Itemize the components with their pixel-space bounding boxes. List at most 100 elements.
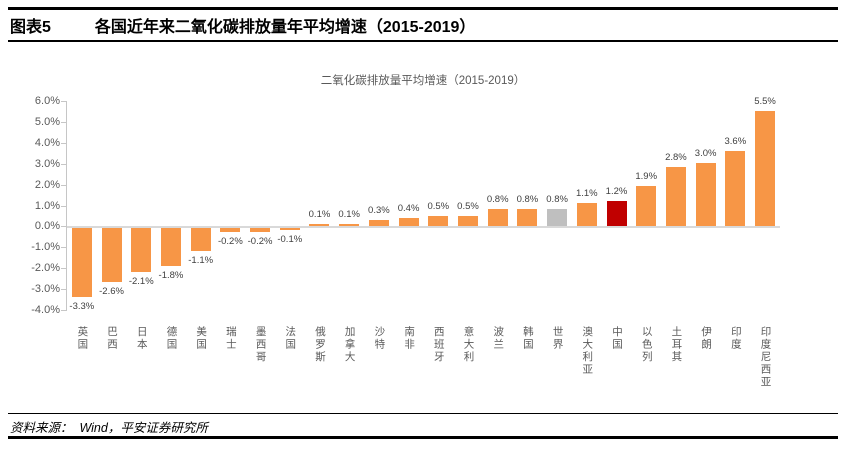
bar-加拿大 (339, 223, 360, 226)
country-name: 英国 (76, 326, 89, 351)
bar-value-label: 0.8% (486, 194, 509, 206)
bar-group: 0.5% (453, 101, 483, 310)
bar-group: 0.4% (394, 101, 424, 310)
y-axis-line (66, 101, 67, 311)
header-top-rule (8, 7, 838, 10)
bar-group: 0.1% (305, 101, 335, 310)
bar-value-label: 0.5% (427, 200, 450, 212)
country-name: 法国 (284, 326, 297, 351)
x-axis-label: 俄罗斯 (305, 326, 335, 389)
bar-土耳其 (665, 167, 686, 226)
bar-value-label: 0.3% (368, 204, 390, 216)
country-name: 澳大利亚 (581, 326, 594, 376)
y-tick-label: 3.0% (34, 157, 60, 170)
country-name: 西班牙 (432, 326, 445, 364)
bar-法国 (279, 228, 300, 231)
bar-group: -2.1% (126, 101, 156, 310)
y-tick-label: 6.0% (34, 95, 60, 107)
bar-value-label: 1.1% (575, 188, 598, 200)
x-axis-label: 西班牙 (423, 326, 453, 389)
bar-group: 5.5% (750, 97, 780, 310)
bar-group: -2.6% (97, 101, 127, 310)
y-tick-mark (61, 163, 67, 165)
bar-意大利 (457, 215, 478, 226)
x-axis-label: 意大利 (453, 326, 483, 389)
x-axis-label: 加拿大 (334, 326, 364, 389)
bar-value-label: 1.2% (605, 185, 628, 197)
x-axis-label: 伊朗 (691, 326, 721, 389)
bar-group: 1.1% (572, 101, 602, 310)
bar-group: 3.0% (691, 101, 721, 310)
bar-英国 (71, 228, 92, 297)
y-tick-label: -3.0% (31, 283, 60, 296)
country-name: 瑞士 (224, 326, 237, 351)
bar-澳大利亚 (576, 203, 597, 226)
bar-value-label: 0.4% (397, 202, 420, 214)
bar-南非 (398, 217, 419, 226)
x-axis-label: 法国 (275, 326, 305, 389)
bar-value-label: -3.3% (69, 300, 95, 312)
bar-value-label: -0.2% (247, 236, 273, 248)
x-axis-label: 中国 (602, 326, 632, 389)
zero-baseline (67, 226, 780, 228)
figure-label: 图表5 (10, 19, 51, 36)
source-note: 资料来源： Wind，平安证券研究所 (10, 421, 208, 435)
y-tick-mark (61, 121, 67, 123)
y-tick-mark (61, 226, 67, 228)
country-name: 加拿大 (343, 326, 356, 364)
bar-group: -3.3% (67, 101, 97, 312)
y-tick-mark (61, 247, 67, 249)
bar-value-label: 0.8% (516, 194, 539, 206)
bar-group: 2.8% (661, 101, 691, 310)
bar-value-label: -2.6% (99, 286, 124, 298)
country-name: 美国 (195, 326, 208, 351)
bar-group: 0.8% (483, 101, 513, 310)
y-tick-label: 4.0% (34, 136, 60, 149)
bar-group: 3.6% (720, 101, 750, 310)
plot-area: -3.3% -2.6% -2.1% -1.8% -1.1% -0.2% -0.2% -0.1%… (67, 97, 780, 312)
bar-世界 (547, 209, 568, 226)
y-tick-mark (61, 268, 67, 270)
y-tick-label: -2.0% (31, 262, 60, 275)
x-axis-label: 韩国 (513, 326, 543, 389)
bar-西班牙 (428, 215, 449, 226)
x-axis-label: 波兰 (483, 326, 513, 389)
y-tick-mark (61, 205, 67, 207)
country-name: 印度尼西亚 (759, 326, 772, 389)
x-axis-label: 美国 (186, 326, 216, 389)
figure-header: 图表5 各国近年来二氧化碳排放量年平均增速（2015-2019） (10, 13, 475, 37)
x-axis-label: 日本 (126, 326, 156, 389)
bar-group: 1.9% (631, 101, 661, 310)
bar-value-label: 0.1% (308, 208, 331, 220)
country-name: 伊朗 (700, 326, 713, 351)
footer-bottom-rule (8, 436, 838, 439)
x-axis-labels: 英国 巴西 日本 德国 美国 瑞士 墨西哥 法国 俄罗斯 加拿大 沙特 南非 西班牙 意大利 波兰 韩国 世界澳… (67, 326, 780, 389)
bar-沙特 (368, 219, 389, 226)
bar-德国 (160, 228, 181, 266)
bar-俄罗斯 (309, 223, 330, 226)
bar-value-label: -1.8% (158, 269, 184, 281)
bar-日本 (131, 228, 152, 272)
bar-group: 0.3% (364, 101, 394, 310)
bar-group: 0.8% (542, 101, 572, 310)
bar-value-label: 0.8% (546, 194, 568, 206)
x-axis-label: 德国 (156, 326, 186, 389)
bar-伊朗 (695, 163, 716, 226)
x-axis-label: 印度尼西亚 (750, 326, 780, 389)
bar-印度 (725, 150, 746, 226)
bar-印度尼西亚 (755, 111, 776, 226)
y-tick-mark (61, 142, 67, 144)
bar-中国 (606, 200, 627, 226)
country-name: 韩国 (521, 326, 534, 351)
bar-value-label: 0.1% (338, 208, 360, 220)
country-name: 中国 (611, 326, 623, 351)
header-bottom-rule (8, 40, 838, 42)
country-name: 俄罗斯 (313, 326, 326, 364)
bar-巴西 (101, 228, 122, 283)
y-tick-label: -4.0% (31, 304, 60, 316)
bar-group: -1.1% (186, 101, 216, 310)
x-axis-label: 世界 (542, 326, 572, 389)
country-name: 以色列 (640, 326, 653, 364)
y-tick-label: 2.0% (34, 178, 60, 191)
x-axis-label: 南非 (394, 326, 424, 389)
